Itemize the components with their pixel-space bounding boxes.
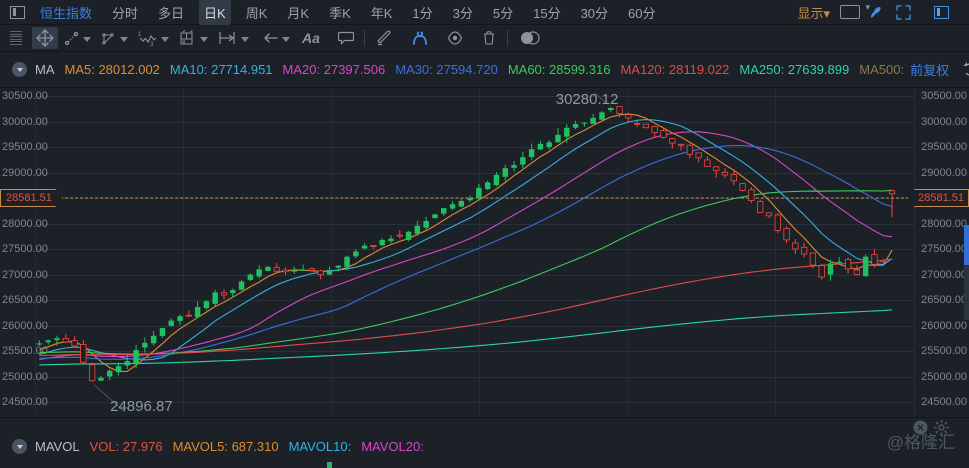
svg-text:3: 3 bbox=[150, 42, 154, 46]
svg-text:1: 1 bbox=[138, 32, 142, 38]
